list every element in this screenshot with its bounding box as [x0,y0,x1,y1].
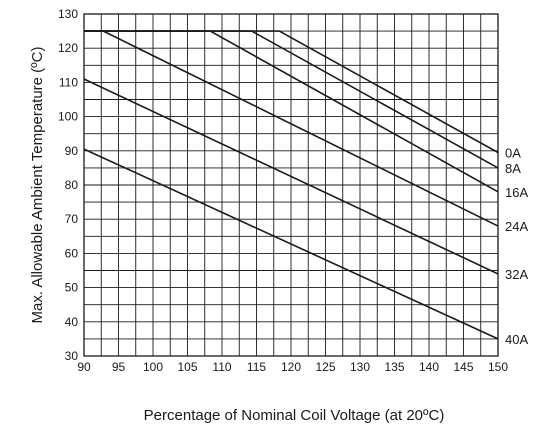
x-tick-label: 150 [488,360,508,374]
x-tick-label: 95 [112,360,126,374]
series-label-24a: 24A [505,219,528,234]
y-tick-label: 100 [58,110,78,124]
x-axis-ticks: 90 95 100 105 110 115 120 125 130 135 140 145 150 [77,360,508,374]
series-lines [83,30,499,340]
grid [84,14,498,356]
series-label-0a: 0A [505,146,521,161]
y-tick-label: 90 [65,144,79,158]
series-line-32a [83,78,499,275]
x-tick-label: 135 [384,360,404,374]
x-tick-label: 120 [281,360,301,374]
x-tick-label: 110 [212,360,231,374]
y-tick-label: 30 [65,349,79,363]
series-label-8a: 8A [505,161,521,176]
series-label-32a: 32A [505,267,528,282]
y-tick-label: 120 [58,41,78,55]
x-tick-label: 125 [315,360,335,374]
plot-frame [83,13,499,357]
x-tick-label: 105 [177,360,197,374]
x-tick-label: 115 [247,360,266,374]
x-tick-label: 145 [453,360,473,374]
y-tick-label: 60 [65,246,79,260]
y-axis-ticks: 30 40 50 60 70 80 90 100 110 120 130 [58,7,78,363]
y-tick-label: 50 [65,281,79,295]
series-line-16a [84,30,499,193]
y-tick-label: 110 [59,75,78,89]
x-axis-title: Percentage of Nominal Coil Voltage (at 2… [144,407,445,424]
x-tick-label: 100 [143,360,163,374]
series-label-40a: 40A [505,332,528,347]
series-line-24a [84,30,499,227]
x-tick-label: 140 [419,360,439,374]
y-axis-title: Max. Allowable Ambient Temperature (ºC) [29,47,46,324]
y-tick-label: 70 [65,212,79,226]
x-tick-label: 130 [350,360,370,374]
series-line-40a [83,148,499,340]
x-tick-label: 90 [77,360,91,374]
y-tick-label: 40 [65,315,79,329]
series-label-16a: 16A [505,185,528,200]
y-tick-label: 80 [65,178,79,192]
y-tick-label: 130 [58,7,78,21]
